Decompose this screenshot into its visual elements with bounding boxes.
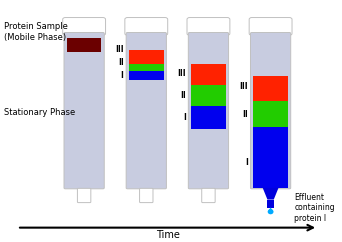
Bar — [191, 64, 226, 85]
FancyBboxPatch shape — [64, 32, 104, 189]
Text: I: I — [121, 71, 123, 80]
Bar — [129, 50, 163, 64]
Bar — [253, 127, 288, 188]
FancyBboxPatch shape — [63, 17, 106, 35]
Text: Protein Sample: Protein Sample — [4, 22, 68, 31]
FancyBboxPatch shape — [125, 17, 168, 35]
Bar — [67, 38, 102, 52]
Bar — [191, 85, 226, 106]
FancyBboxPatch shape — [188, 32, 228, 189]
Text: I: I — [183, 113, 186, 122]
Text: III: III — [239, 82, 248, 91]
Text: Effluent
containing
protein I: Effluent containing protein I — [294, 193, 335, 223]
FancyBboxPatch shape — [187, 17, 230, 35]
Text: (Mobile Phase): (Mobile Phase) — [4, 33, 66, 42]
Bar — [129, 71, 163, 80]
FancyBboxPatch shape — [249, 17, 292, 35]
Polygon shape — [263, 188, 278, 200]
Text: II: II — [180, 91, 186, 100]
Bar — [253, 76, 288, 101]
Polygon shape — [268, 208, 273, 211]
Text: III: III — [115, 45, 123, 54]
Text: II: II — [242, 110, 248, 119]
Text: III: III — [177, 69, 186, 78]
Bar — [267, 200, 274, 208]
Text: II: II — [118, 58, 123, 67]
FancyBboxPatch shape — [202, 188, 215, 203]
Bar — [191, 106, 226, 129]
Text: I: I — [245, 158, 248, 167]
Ellipse shape — [268, 209, 274, 214]
Bar — [129, 64, 163, 71]
Text: Time: Time — [156, 230, 180, 241]
FancyBboxPatch shape — [126, 32, 167, 189]
FancyBboxPatch shape — [250, 32, 291, 189]
Bar — [253, 101, 288, 127]
Text: Stationary Phase: Stationary Phase — [4, 108, 75, 118]
FancyBboxPatch shape — [140, 188, 153, 203]
FancyBboxPatch shape — [77, 188, 91, 203]
